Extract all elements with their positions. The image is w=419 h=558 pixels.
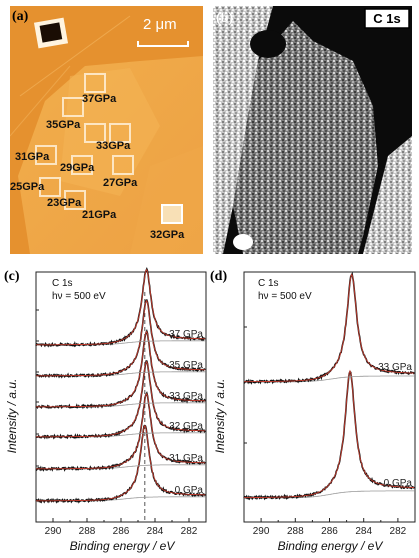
spectrum-fit — [36, 268, 206, 346]
pressure-label-25: 25GPa — [10, 181, 45, 193]
spectrum-fit — [36, 392, 206, 470]
scalebar-label: 2 μm — [143, 16, 177, 33]
pressure-label-35: 35GPa — [46, 119, 81, 131]
spectrum-fit — [36, 360, 206, 438]
x-tick-label: 286 — [113, 526, 130, 537]
panel-label-d: (d) — [210, 269, 227, 284]
x-tick-label: 290 — [45, 526, 62, 537]
note-c-line2: hν = 500 eV — [52, 291, 106, 302]
x-tick-label: 290 — [253, 526, 270, 537]
series-label: 32 GPa — [169, 421, 203, 432]
series-label: 35 GPa — [169, 360, 203, 371]
y-axis-title-d: Intensity / a.u. — [213, 379, 227, 454]
c1s-badge-box — [364, 8, 410, 29]
spectra-panel-d: (d) C 1s hν = 500 eV Binding energy / eV… — [210, 266, 419, 558]
c1s-badge: C 1s — [373, 11, 400, 26]
series-label: 0 GPa — [384, 478, 413, 489]
series-label: 31 GPa — [169, 453, 203, 464]
x-tick-label: 284 — [147, 526, 164, 537]
series-label: 33 GPa — [169, 391, 203, 402]
spectrum-fit — [36, 299, 206, 377]
note-d-line1: C 1s — [258, 278, 279, 289]
x-axis-title-d: Binding energy / eV — [278, 539, 384, 553]
pressure-label-31: 31GPa — [15, 151, 50, 163]
x-tick-label: 282 — [390, 526, 407, 537]
x-axis-title-c: Binding energy / eV — [70, 539, 176, 553]
series-label: 33 GPa — [378, 362, 412, 373]
series-label: 37 GPa — [169, 329, 203, 340]
c1s-map-panel: (b) C 1s — [213, 6, 412, 254]
panel-label-c: (c) — [4, 269, 20, 284]
afm-image-panel: 2 μm (a) 37GPa 35GPa 33GPa 31GPa 29GPa 2… — [10, 6, 203, 254]
spectrum-fit — [36, 330, 206, 408]
c1s-map: (b) C 1s — [213, 6, 412, 254]
pressure-label-21: 21GPa — [82, 209, 117, 221]
scalebar — [137, 41, 189, 47]
spectrum-fit — [244, 369, 415, 499]
series-label: 0 GPa — [175, 485, 204, 496]
x-tick-label: 282 — [181, 526, 198, 537]
pressure-label-32: 32GPa — [150, 229, 185, 241]
spectrum-fit — [36, 424, 206, 502]
note-c-line1: C 1s — [52, 278, 73, 289]
pressure-label-27: 27GPa — [103, 177, 138, 189]
note-d-line2: hν = 500 eV — [258, 291, 312, 302]
x-tick-label: 288 — [287, 526, 304, 537]
y-axis-title-c: Intensity / a.u. — [5, 379, 19, 454]
pressure-label-33: 33GPa — [96, 140, 131, 152]
panel-label-b: (b) — [216, 11, 233, 26]
spectra-panel-c: (c) C 1s hν = 500 eV Binding energy / eV… — [2, 266, 210, 558]
spectra-chart-d: (d) C 1s hν = 500 eV Binding energy / eV… — [210, 269, 416, 553]
x-tick-label: 286 — [321, 526, 338, 537]
pressure-label-29: 29GPa — [60, 162, 95, 174]
spectrum-fit — [244, 273, 415, 383]
spectra-chart-c: (c) C 1s hν = 500 eV Binding energy / eV… — [4, 266, 207, 553]
pressure-label-23: 23GPa — [47, 197, 82, 209]
afm-image: 2 μm (a) 37GPa 35GPa 33GPa 31GPa 29GPa 2… — [10, 6, 203, 254]
pressure-label-37: 37GPa — [82, 93, 117, 105]
panel-label-a: (a) — [12, 9, 29, 24]
x-tick-label: 284 — [355, 526, 372, 537]
x-tick-label: 288 — [79, 526, 96, 537]
